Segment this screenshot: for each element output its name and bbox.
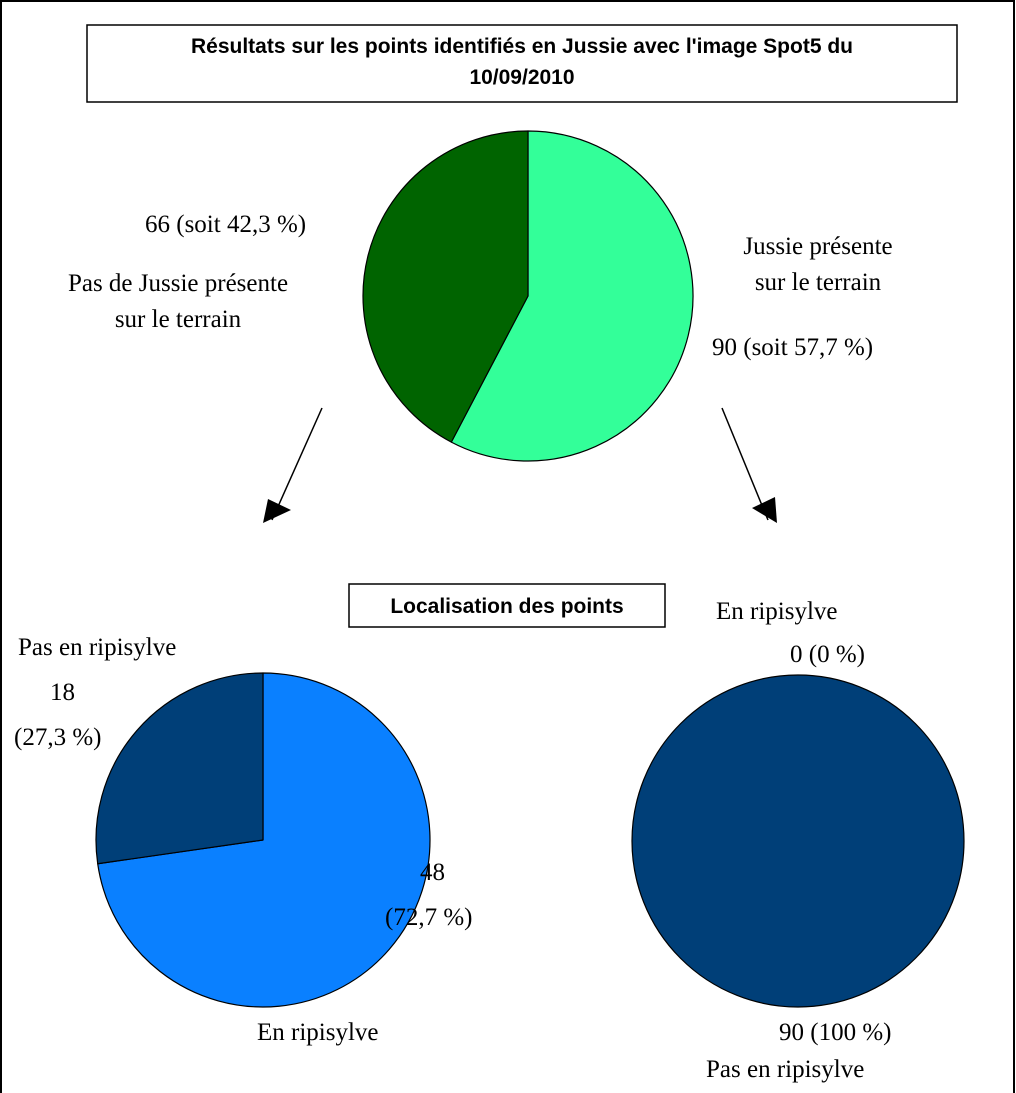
chart-subtitle: Localisation des points xyxy=(390,595,623,618)
arrow-left-head xyxy=(263,499,291,523)
top-absent-value: 66 (soit 42,3 %) xyxy=(145,211,306,238)
arrow-left xyxy=(271,407,323,521)
subtitle-box xyxy=(348,583,666,628)
br-in-value: 0 (0 %) xyxy=(790,641,865,668)
title-box xyxy=(86,24,958,103)
pie-top xyxy=(362,130,694,462)
bl-in-label: En ripisylve xyxy=(257,1019,379,1046)
top-present-label-line-1: Jussie présente xyxy=(743,233,892,260)
bottom-left-slice-1 xyxy=(95,672,264,865)
bl-out-value-line-2: (27,3 %) xyxy=(14,724,101,751)
br-in-label: En ripisylve xyxy=(716,598,838,625)
top-absent-label-line-1: Pas de Jussie présente xyxy=(68,270,288,297)
pie-bottom-left xyxy=(95,672,431,1008)
top-slice-1 xyxy=(362,130,529,443)
bottom-left-slice-0 xyxy=(97,672,431,1008)
top-slice-0 xyxy=(450,130,694,462)
bl-out-label: Pas en ripisylve xyxy=(18,634,176,661)
chart-title-line-2: 10/09/2010 xyxy=(469,66,574,89)
chart-title-line-1: Résultats sur les points identifiés en J… xyxy=(191,35,853,58)
bl-in-value-line-2: (72,7 %) xyxy=(385,904,472,931)
top-present-label-line-2: sur le terrain xyxy=(755,269,882,296)
bl-out-value-line-1: 18 xyxy=(50,679,75,706)
pie-bottom-right xyxy=(631,674,965,1008)
bl-in-value-line-1: 48 xyxy=(420,859,445,886)
top-present-value: 90 (soit 57,7 %) xyxy=(712,334,873,361)
br-out-value: 90 (100 %) xyxy=(779,1019,891,1046)
arrow-right-head xyxy=(752,497,777,523)
bottom-right-slice-1 xyxy=(631,674,965,1008)
arrow-right xyxy=(721,407,769,521)
top-absent-label-line-2: sur le terrain xyxy=(115,306,242,333)
br-out-label: Pas en ripisylve xyxy=(706,1056,864,1083)
